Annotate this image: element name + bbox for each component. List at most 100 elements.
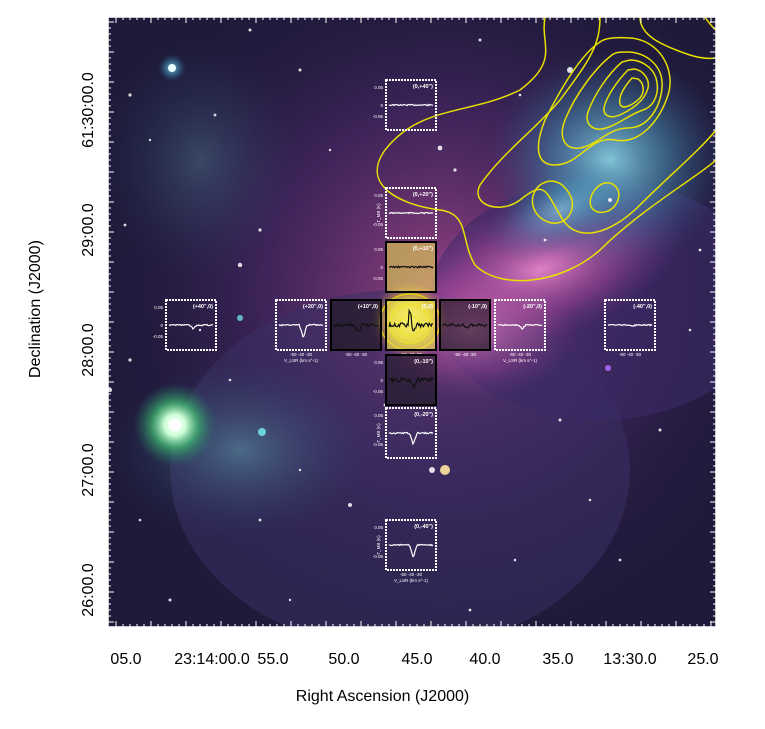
spectrum-inset-e20: (-20",0) -50 -40 -30V_LSR (km s^-1): [494, 299, 546, 363]
inset-frame: [385, 187, 437, 239]
spectrum-inset-w10: (+10",0) -50 -40 -30: [330, 299, 382, 357]
inset-frame: [494, 299, 546, 351]
spectrum-line: [168, 323, 214, 331]
inset-y-tick-mid: 0: [380, 103, 383, 108]
inset-y-tick-top: 0.05: [374, 360, 383, 365]
x-axis-title: Right Ascension (J2000): [295, 688, 470, 705]
inset-offset-label: (-20",0): [523, 304, 542, 310]
spectrum-line: [607, 323, 653, 327]
y-tick-label: 27:00.0: [80, 443, 97, 496]
inset-y-tick-bottom: -0.05: [153, 334, 164, 339]
inset-frame: [330, 299, 382, 351]
x-tick-label: 25.0: [687, 651, 718, 668]
x-tick-label: 13:30.0: [603, 651, 656, 668]
inset-offset-label: (+20",0): [303, 304, 323, 310]
inset-y-tick-bottom: -0.05: [373, 442, 384, 447]
inset-y-tick-mid: 0: [380, 378, 383, 383]
inset-frame: [439, 299, 491, 351]
spectrum-inset-c0: (0,0)-50 -40 -30: [385, 299, 437, 357]
inset-offset-label: (-10",0): [468, 304, 487, 310]
inset-offset-label: (0,-20"): [414, 412, 433, 418]
inset-y-tick-bottom: -0.05: [373, 389, 384, 394]
spectrum-inset-n10: (0,+10") 0.05 -0.05 0: [373, 241, 437, 293]
x-tick-label: 45.0: [401, 651, 432, 668]
inset-frame: [385, 519, 437, 571]
inset-offset-label: (+10",0): [358, 304, 378, 310]
inset-x-ticks: -50 -40 -30: [509, 352, 532, 357]
y-tick-label: 61:30:00.0: [80, 72, 97, 148]
inset-frame: [385, 354, 437, 406]
inset-frame: [165, 299, 217, 351]
x-tick-labels: 05.0 23:14:00.0 55.0 50.0 45.0 40.0 35.0 13:30.…: [110, 651, 718, 668]
y-tick-label: 26:00.0: [80, 563, 97, 616]
x-tick-label: 35.0: [542, 651, 573, 668]
spectrum-inset-n20: (0,+20") 0.05 -0.05T_MB (K): [373, 187, 437, 239]
inset-offset-label: (0,-40"): [414, 524, 433, 530]
spectrum-line: [388, 308, 433, 332]
inset-frame: [275, 299, 327, 351]
x-tick-label: 23:14:00.0: [174, 651, 250, 668]
inset-y-label: T_MB (K): [376, 423, 381, 443]
inset-y-tick-top: 0.05: [374, 85, 383, 90]
inset-y-tick-top: 0.05: [374, 413, 383, 418]
spectrum-line: [389, 376, 434, 390]
inset-y-tick-top: 0.05: [374, 193, 383, 198]
inset-offset-label: (-40",0): [633, 304, 652, 310]
spectrum-line: [333, 322, 379, 332]
inset-x-ticks: -50 -40 -30: [290, 352, 313, 357]
spectrum-line: [388, 103, 434, 107]
spectrum-inset-s20: (0,-20") 0.05 -0.05T_MB (K): [373, 407, 437, 459]
inset-y-tick-mid: 0: [160, 323, 163, 328]
inset-y-tick-top: 0.05: [374, 247, 383, 252]
inset-y-label: T_MB (K): [376, 203, 381, 223]
inset-frame: [385, 241, 437, 293]
y-axis-title: Declination (J2000): [27, 240, 44, 378]
spectrum-inset-e40: (-40",0) -50 -40 -30: [604, 299, 656, 357]
inset-y-tick-top: 0.05: [154, 305, 163, 310]
spectrum-inset-w40: (+40",0) 0.05 -0.05 0: [153, 299, 217, 351]
spectrum-inset-w20: (+20",0) -50 -40 -30V_LSR (km s^-1): [275, 299, 327, 363]
spectrum-line: [442, 322, 488, 329]
spectrum-line: [388, 543, 434, 558]
inset-y-tick-bottom: -0.05: [373, 114, 384, 119]
inset-offset-label: (0,+40"): [413, 84, 433, 90]
inset-offset-label: (0,0): [422, 304, 433, 310]
spectrum-line: [388, 264, 434, 269]
inset-frame: [385, 407, 437, 459]
spectrum-inset-e10: (-10",0) -50 -40 -30: [439, 299, 491, 357]
inset-frame: [604, 299, 656, 351]
inset-frame: [385, 299, 437, 351]
inset-y-tick-mid: 0: [380, 265, 383, 270]
x-tick-label: 55.0: [257, 651, 288, 668]
inset-offset-label: (0,+10"): [413, 246, 433, 252]
inset-x-label: V_LSR (km s^-1): [284, 358, 319, 363]
inset-x-label: V_LSR (km s^-1): [503, 358, 538, 363]
inset-x-ticks: -50 -40 -30: [619, 352, 642, 357]
spectrum-insets: (0,+40")0.05-0.050(0,+20")0.05-0.05T_MB …: [153, 79, 656, 583]
inset-frame: [385, 79, 437, 131]
inset-offset-label: (0,-10"): [414, 359, 433, 365]
spectrum-line: [278, 323, 324, 338]
inset-x-ticks: -50 -40 -30: [345, 352, 368, 357]
y-tick-labels: 61:30:00.0 29:00.0 28:00.0 27:00.0 26:00.0: [80, 72, 97, 617]
inset-y-tick-bottom: -0.05: [373, 222, 384, 227]
inset-y-tick-bottom: -0.05: [373, 554, 384, 559]
inset-x-ticks: -50 -40 -30: [400, 572, 423, 577]
spectrum-line: [388, 211, 434, 215]
inset-x-label: V_LSR (km s^-1): [394, 578, 429, 583]
y-tick-label: 28:00.0: [80, 323, 97, 376]
inset-offset-label: (0,+20"): [413, 192, 433, 198]
inset-offset-label: (+40",0): [193, 304, 213, 310]
x-tick-label: 05.0: [110, 651, 141, 668]
contour-lines: [376, 17, 716, 282]
inset-x-ticks: -50 -40 -30: [454, 352, 477, 357]
spectrum-line: [388, 431, 434, 446]
y-tick-label: 29:00.0: [80, 203, 97, 256]
spectrum-inset-s40: (0,-40") 0.05 -0.05T_MB (K) -50 -40 -30V_LS…: [373, 519, 437, 583]
spectrum-inset-s10: (0,-10") 0.05 -0.05 0: [373, 354, 437, 406]
inset-y-label: T_MB (K): [376, 535, 381, 555]
spectrum-inset-n40: (0,+40") 0.05 -0.05 0: [373, 79, 437, 131]
inset-y-tick-bottom: -0.05: [373, 276, 384, 281]
